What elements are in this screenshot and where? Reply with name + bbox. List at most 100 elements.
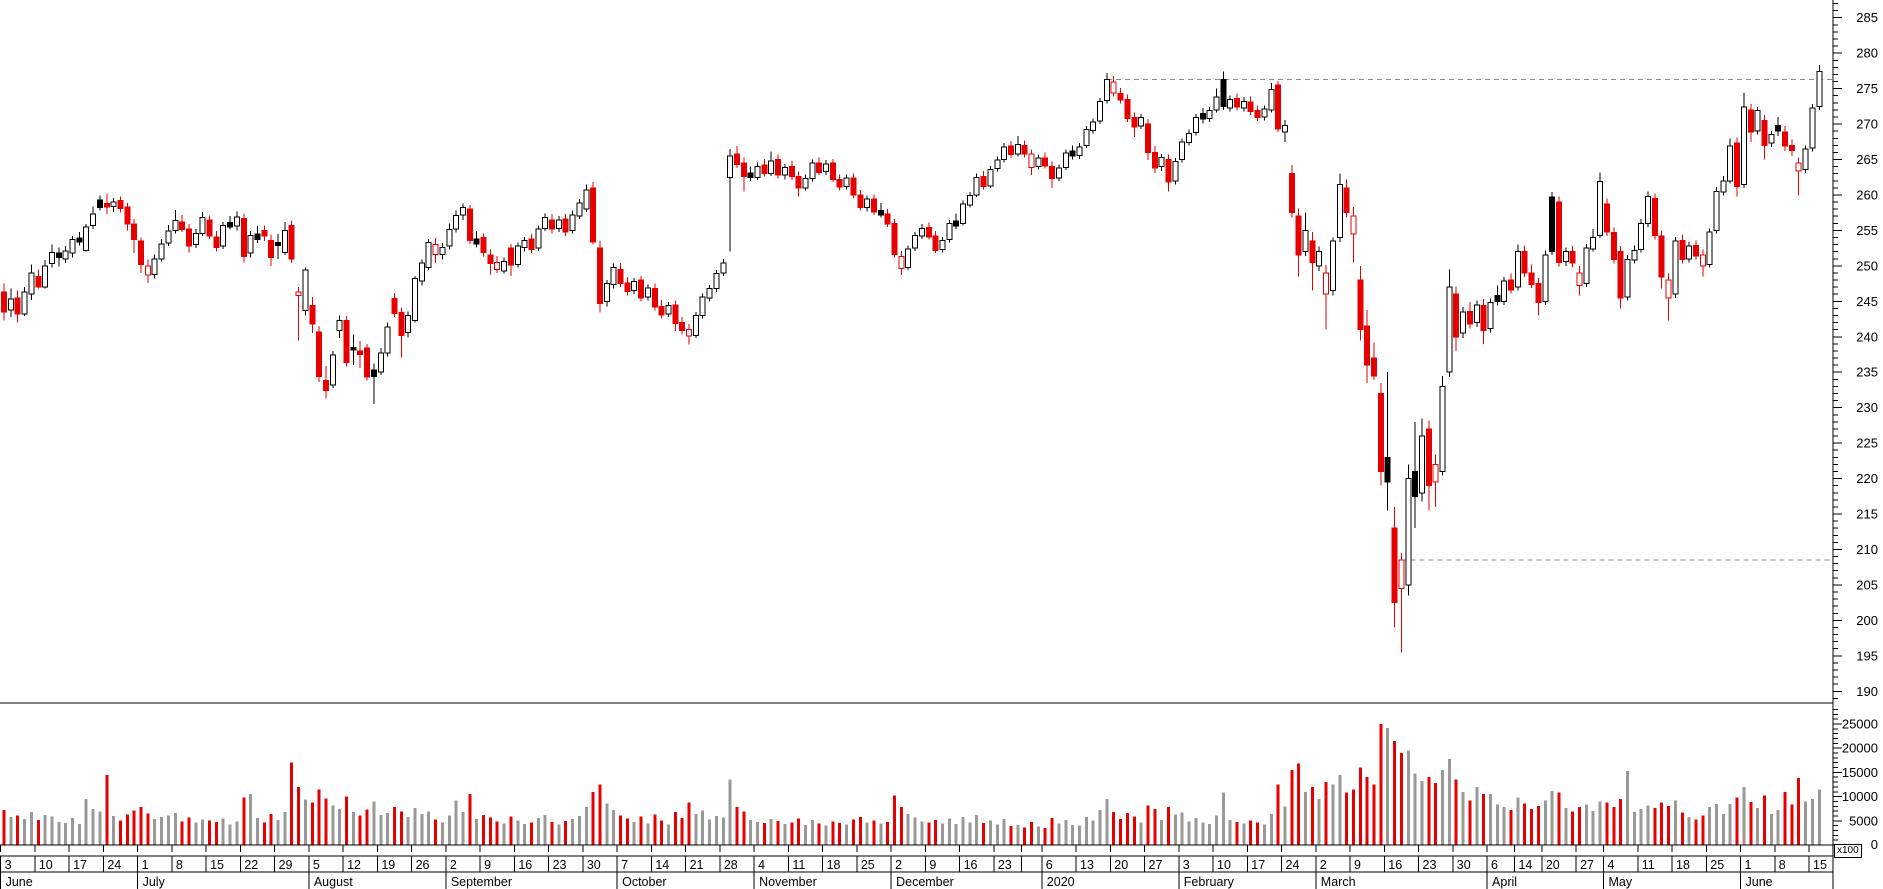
volume-bar (495, 821, 499, 845)
volume-bar (461, 812, 465, 845)
volume-bar (187, 817, 191, 845)
month-label: June (1746, 875, 1773, 889)
volume-tick-label: 15000 (1842, 765, 1878, 780)
volume-bar (1077, 825, 1081, 845)
candle-body (960, 203, 966, 224)
candle-body (1391, 527, 1398, 604)
candle-body (932, 235, 939, 251)
price-tick-label: 270 (1856, 117, 1878, 132)
candle-body (987, 168, 994, 187)
volume-bar (1701, 815, 1705, 845)
candle-body (829, 162, 836, 180)
volume-bar (64, 823, 68, 845)
candle-body (1446, 286, 1453, 373)
candle-body (377, 352, 384, 373)
candle-body (569, 214, 576, 231)
volume-bar (1043, 828, 1047, 845)
candle-body (138, 240, 144, 265)
candle-body (1645, 195, 1651, 224)
candle-body (781, 166, 788, 176)
volume-bar (906, 814, 910, 845)
candle-body (1699, 254, 1706, 267)
candle-body (638, 279, 645, 299)
volume-bar (646, 823, 650, 845)
volume-bar (1393, 740, 1397, 845)
candle-body (816, 162, 823, 173)
candle-body (768, 160, 775, 175)
volume-bar (961, 816, 965, 845)
candle-body (62, 250, 69, 260)
candle-body (1288, 173, 1295, 214)
volume-bar (1578, 807, 1581, 845)
volume-bar (872, 820, 876, 845)
volume-bar (1776, 810, 1780, 845)
volume-bar (1290, 769, 1294, 845)
candle-body (1638, 222, 1645, 251)
week-label: 1 (142, 858, 149, 872)
volume-bar (1550, 790, 1554, 845)
volume-bar (1345, 792, 1349, 845)
volume-bar (1523, 803, 1527, 845)
volume-bar (1584, 804, 1588, 845)
week-label: 12 (347, 858, 361, 872)
volume-bar (249, 794, 253, 845)
candle-body (1747, 109, 1754, 133)
volume-bar (406, 816, 410, 845)
volume-bar (1810, 799, 1814, 845)
volume-bar (1399, 753, 1403, 845)
volume-bar (1591, 811, 1595, 845)
volume-bar (297, 786, 301, 845)
volume-bar (1619, 799, 1623, 845)
volume-bar (714, 815, 718, 845)
candle-body (76, 237, 83, 243)
month-label: April (1492, 875, 1517, 889)
volume-bar (810, 819, 814, 845)
volume-tick-label: 10000 (1842, 789, 1878, 804)
candle-body (1090, 121, 1097, 131)
volume-bar (1427, 777, 1431, 845)
volume-bar (927, 822, 931, 845)
candle-body (1247, 101, 1254, 112)
candle-body (1103, 78, 1110, 102)
volume-bar (1447, 758, 1451, 845)
volume-bar (817, 823, 821, 845)
volume-bar (1235, 821, 1239, 845)
week-label: 4 (758, 858, 765, 872)
volume-bar (77, 824, 81, 845)
week-label: 15 (210, 858, 224, 872)
candle-body (90, 213, 97, 226)
volume-bar (1605, 802, 1609, 845)
candle-body (1138, 117, 1145, 127)
volume-bar (571, 818, 575, 845)
candle-body (480, 237, 487, 253)
candle-body (1336, 183, 1343, 239)
volume-bar (1769, 814, 1773, 845)
volume-bar (625, 818, 629, 845)
volume-bar (434, 819, 438, 845)
candle-body (302, 269, 309, 312)
week-label: 17 (73, 858, 87, 872)
candle-body (1713, 190, 1720, 231)
volume-bar (639, 816, 643, 845)
volume-bar (1762, 795, 1766, 845)
week-label: 16 (964, 858, 978, 872)
volume-bar (1441, 769, 1444, 845)
week-label: 14 (655, 858, 669, 872)
candle-body (562, 218, 569, 233)
candle-body (1240, 100, 1247, 109)
candle-body (946, 222, 953, 241)
candle-body (1042, 157, 1049, 167)
candle-body (864, 198, 871, 209)
volume-bar (228, 824, 232, 845)
week-label: 4 (1608, 858, 1615, 872)
candle-body (795, 176, 802, 189)
candle-body (877, 210, 884, 216)
volume-bar (529, 822, 533, 845)
week-label: 2 (450, 858, 457, 872)
volume-bar (1036, 826, 1040, 845)
volume-bar (1571, 811, 1575, 845)
candle-body (1405, 478, 1412, 586)
candle-body (425, 241, 432, 268)
price-tick-label: 230 (1856, 400, 1878, 415)
volume-bars (2, 724, 1821, 845)
